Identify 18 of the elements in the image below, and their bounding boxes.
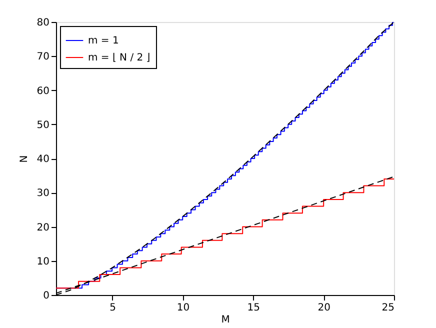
y-tick-label: 70 (36, 52, 50, 63)
y-tick-label: 50 (36, 120, 50, 131)
y-tick-label: 10 (36, 256, 50, 268)
x-tick-label: 25 (382, 302, 394, 314)
x-tick-label: 20 (318, 302, 330, 314)
legend-label: m = 1 (88, 36, 119, 46)
x-tick-label: 10 (176, 302, 190, 314)
x-tick-label: 5 (110, 302, 116, 314)
x-tick-label: 15 (247, 302, 260, 314)
y-tick-label: 30 (36, 188, 50, 200)
y-tick-label: 0 (43, 290, 50, 302)
legend-label: m = ⌊ N / 2 ⌋ (88, 52, 150, 64)
y-axis-title: N (18, 155, 30, 163)
y-tick-label: 80 (36, 18, 50, 28)
y-tick-label: 40 (36, 154, 50, 165)
y-tick-label: 60 (36, 86, 50, 97)
y-tick-label: 20 (36, 222, 50, 234)
x-axis-title: M (221, 314, 230, 326)
